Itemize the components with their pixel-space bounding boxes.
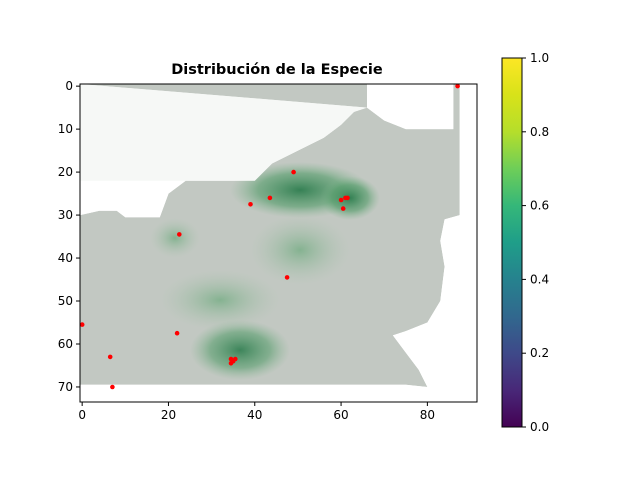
x-tick-label: 0 bbox=[78, 408, 86, 422]
heatmap-hotspot-north-east bbox=[320, 176, 380, 220]
colorbar-tick-label: 0.4 bbox=[530, 272, 549, 286]
y-tick-label: 60 bbox=[58, 337, 73, 351]
y-axis: 0 10 20 30 40 50 60 70 bbox=[58, 79, 80, 394]
y-tick-label: 0 bbox=[65, 79, 73, 93]
y-tick-label: 10 bbox=[58, 122, 73, 136]
y-tick-label: 70 bbox=[58, 380, 73, 394]
occurrence-point bbox=[345, 195, 350, 201]
colorbar-tick-label: 0.6 bbox=[530, 199, 549, 213]
heatmap-hotspot-south bbox=[190, 320, 290, 380]
occurrence-point bbox=[107, 354, 113, 360]
y-tick-label: 30 bbox=[58, 208, 73, 222]
occurrence-point bbox=[267, 195, 273, 201]
occurrence-point bbox=[79, 322, 85, 327]
colorbar: 0.0 0.2 0.4 0.6 0.8 1.0 bbox=[501, 51, 549, 434]
heatmap-land bbox=[80, 84, 460, 387]
colorbar-tick-label: 1.0 bbox=[530, 51, 549, 65]
occurrence-point bbox=[230, 358, 236, 364]
heatmap-low-region bbox=[80, 84, 367, 181]
occurrence-point bbox=[455, 83, 460, 89]
occurrence-point bbox=[284, 275, 290, 280]
plot-area bbox=[79, 83, 478, 403]
x-tick-label: 80 bbox=[420, 408, 435, 422]
occurrence-points bbox=[79, 83, 460, 390]
colorbar-tick-label: 0.0 bbox=[530, 420, 549, 434]
x-axis: 0 20 40 60 80 bbox=[78, 402, 435, 422]
occurrence-point bbox=[291, 169, 296, 175]
x-tick-label: 40 bbox=[247, 408, 262, 422]
chart-title: Distribución de la Especie bbox=[171, 62, 383, 78]
y-tick-label: 50 bbox=[58, 294, 73, 308]
y-tick-label: 40 bbox=[58, 251, 73, 265]
heatmap-zone-center bbox=[250, 215, 350, 285]
occurrence-point bbox=[177, 232, 182, 237]
colorbar-gradient bbox=[501, 57, 523, 428]
occurrence-point bbox=[174, 330, 180, 336]
x-tick-label: 20 bbox=[161, 408, 176, 422]
x-tick-label: 60 bbox=[333, 408, 348, 422]
occurrence-point bbox=[340, 206, 346, 211]
occurrence-point bbox=[110, 384, 115, 390]
colorbar-ticks: 0.0 0.2 0.4 0.6 0.8 1.0 bbox=[522, 51, 549, 434]
colorbar-tick-label: 0.8 bbox=[530, 125, 549, 139]
heatmap-zone-mid bbox=[160, 270, 280, 330]
plot-frame bbox=[79, 83, 478, 403]
colorbar-tick-label: 0.2 bbox=[530, 346, 549, 360]
y-tick-label: 20 bbox=[58, 165, 73, 179]
occurrence-point bbox=[248, 202, 253, 207]
occurrence-point bbox=[338, 197, 344, 203]
heatmap-zone-west bbox=[150, 218, 200, 258]
